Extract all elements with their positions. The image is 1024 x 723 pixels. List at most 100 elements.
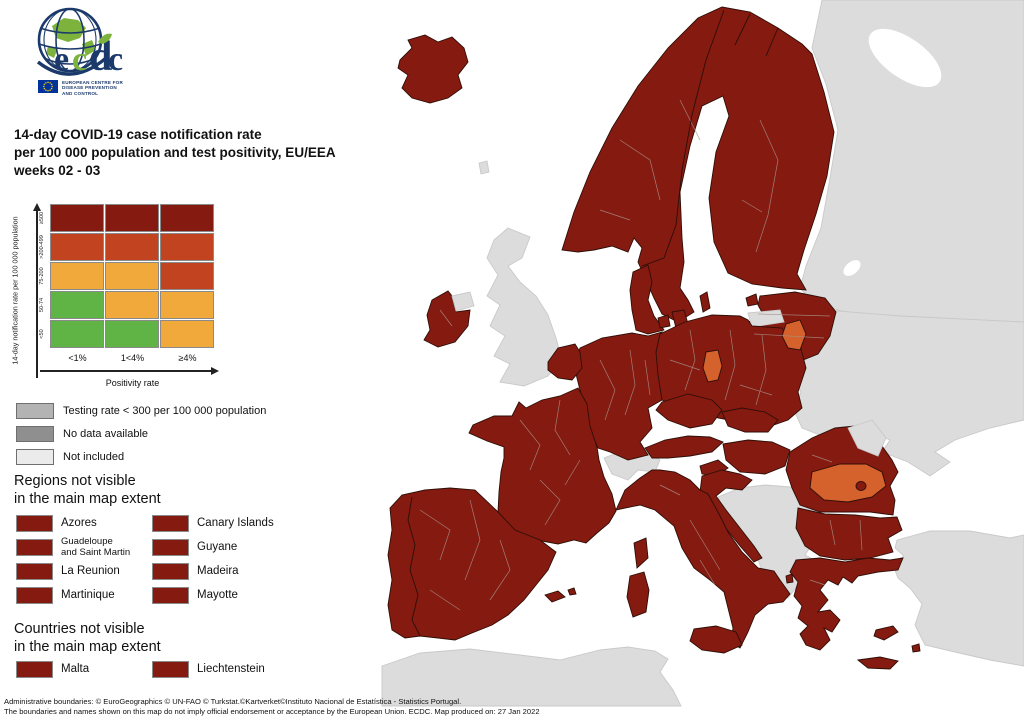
matrix-x-axis-arrow bbox=[40, 367, 219, 375]
credits-line-2: The boundaries and names shown on this m… bbox=[4, 707, 540, 716]
list-item-label: La Reunion bbox=[61, 564, 120, 577]
status-legend: Testing rate < 300 per 100 000 populatio… bbox=[16, 399, 266, 468]
dark-red-swatch bbox=[152, 539, 189, 556]
ecdc-wordmark: e c d c bbox=[54, 33, 123, 80]
list-item: Martinique bbox=[16, 584, 152, 607]
credits-line-1: Administrative boundaries: © EuroGeograp… bbox=[4, 697, 462, 706]
dark-red-swatch bbox=[16, 661, 53, 678]
matrix-cell-r4c2 bbox=[160, 320, 214, 348]
status-swatch-nodata bbox=[16, 425, 54, 442]
flag-star bbox=[49, 89, 51, 91]
list-item: Guyane bbox=[152, 536, 316, 559]
status-label-1: No data available bbox=[63, 427, 149, 440]
matrix-col-label-2: ≥4% bbox=[178, 353, 197, 363]
flag-star bbox=[45, 89, 47, 91]
matrix-cell-r1c1 bbox=[105, 233, 159, 261]
wordmark-letter-d: d bbox=[89, 34, 112, 80]
list-item-label: Mayotte bbox=[197, 588, 238, 601]
list-item-label: Azores bbox=[61, 516, 97, 529]
title-line-2: per 100 000 population and test positivi… bbox=[14, 145, 336, 160]
matrix-cell-r2c0 bbox=[50, 262, 104, 290]
map-region-north-africa bbox=[381, 646, 682, 707]
flag-star bbox=[51, 85, 53, 88]
flag-star bbox=[47, 89, 49, 92]
ecdc-subtitle: EUROPEAN CENTRE FOR DISEASE PREVENTION A… bbox=[62, 80, 123, 96]
map-region-moldova bbox=[847, 419, 887, 457]
map-region-northern-ireland bbox=[451, 291, 475, 312]
list-item: Madeira bbox=[152, 560, 316, 583]
matrix-cell-r0c2 bbox=[160, 204, 214, 232]
flag-star bbox=[43, 87, 46, 90]
list-item: La Reunion bbox=[16, 560, 152, 583]
map-region-sardinia bbox=[626, 571, 650, 618]
map-region-bucharest bbox=[855, 481, 867, 491]
matrix-y-axis-arrow bbox=[33, 203, 41, 378]
map-region-bulgaria bbox=[795, 507, 903, 561]
map-region-poland-region-orange bbox=[702, 349, 723, 383]
map-title: 14-day COVID-19 case notification rate p… bbox=[14, 126, 336, 180]
matrix-col-label-0: <1% bbox=[68, 353, 87, 363]
map-region-cyprus bbox=[873, 625, 899, 641]
dark-red-swatch bbox=[16, 563, 53, 580]
status-swatch-testing bbox=[16, 402, 54, 419]
matrix-x-axis-label: Positivity rate bbox=[105, 378, 160, 388]
dark-red-swatch bbox=[16, 515, 53, 532]
map-region-austria bbox=[644, 435, 724, 459]
matrix-row-label-4: <50 bbox=[39, 329, 45, 339]
flag-star bbox=[47, 81, 49, 84]
countries-not-visible-heading: Countries not visible in the main map ex… bbox=[14, 621, 161, 655]
country-borders bbox=[407, 9, 779, 637]
list-item-label: Liechtenstein bbox=[197, 662, 265, 675]
flag-star bbox=[45, 82, 47, 84]
map-region-benelux bbox=[547, 343, 583, 381]
region-borders bbox=[419, 99, 863, 611]
map-region-czechia bbox=[655, 393, 723, 429]
countries-not-visible-list: Malta Liechtenstein bbox=[16, 658, 316, 681]
flag-star bbox=[50, 83, 53, 86]
map-region-gotland bbox=[699, 291, 711, 313]
map-region-denmark-jutland bbox=[629, 264, 665, 335]
dark-red-swatch bbox=[16, 587, 53, 604]
regions-not-visible-list: Azores Canary Islands Guadeloupe and Saint … bbox=[16, 512, 316, 607]
matrix-cell-r3c1 bbox=[105, 291, 159, 319]
matrix-col-labels: <1% 1<4% ≥4% bbox=[50, 353, 215, 363]
status-label-0: Testing rate < 300 per 100 000 populatio… bbox=[63, 404, 267, 417]
matrix-row-label-1: >200-499 bbox=[39, 235, 45, 259]
matrix-y-axis-label: 14-day notification rate per 100 000 pop… bbox=[10, 216, 20, 365]
matrix-cell-r1c0 bbox=[50, 233, 104, 261]
map-region-faroe-islands bbox=[478, 160, 490, 175]
dark-red-swatch bbox=[152, 515, 189, 532]
map-region-italy bbox=[615, 469, 791, 649]
wordmark-letter-c: c bbox=[72, 41, 87, 78]
flag-star bbox=[49, 82, 51, 84]
wordmark-letter-e: e bbox=[54, 41, 69, 78]
map-region-rhodes bbox=[911, 643, 921, 653]
matrix-cell-r3c2 bbox=[160, 291, 214, 319]
map-region-corfu bbox=[785, 573, 794, 584]
list-item: Canary Islands bbox=[152, 512, 316, 535]
status-legend-row-0: Testing rate < 300 per 100 000 populatio… bbox=[16, 399, 266, 422]
wordmark-letter-c: c bbox=[108, 41, 123, 78]
eu-flag bbox=[38, 80, 58, 93]
dark-red-swatch bbox=[152, 563, 189, 580]
white-sea bbox=[868, 28, 942, 88]
map-region-iberia bbox=[387, 487, 557, 641]
map-region-balearics-2 bbox=[567, 587, 577, 596]
list-item: Azores bbox=[16, 512, 152, 535]
list-item-label: Martinique bbox=[61, 588, 115, 601]
ecdc-logo: e c d c bbox=[36, 7, 123, 80]
map-region-balearics bbox=[544, 590, 566, 603]
matrix-row-label-3: 50-74 bbox=[39, 297, 45, 313]
regions-not-visible-heading: Regions not visible in the main map exte… bbox=[14, 473, 161, 507]
title-line-1: 14-day COVID-19 case notification rate bbox=[14, 127, 262, 142]
matrix-cell-r3c0 bbox=[50, 291, 104, 319]
list-item: Mayotte bbox=[152, 584, 316, 607]
matrix-cell-r2c1 bbox=[105, 262, 159, 290]
list-item-label: Guadeloupe and Saint Martin bbox=[61, 536, 131, 558]
flag-star bbox=[43, 85, 45, 88]
d-leaf bbox=[98, 33, 112, 44]
map-region-scandinavia-finland bbox=[561, 6, 835, 323]
map-region-iceland bbox=[397, 34, 469, 104]
risk-matrix-legend: 14-day notification rate per 100 000 pop… bbox=[0, 198, 260, 398]
map-region-romania-south-orange bbox=[809, 463, 887, 503]
